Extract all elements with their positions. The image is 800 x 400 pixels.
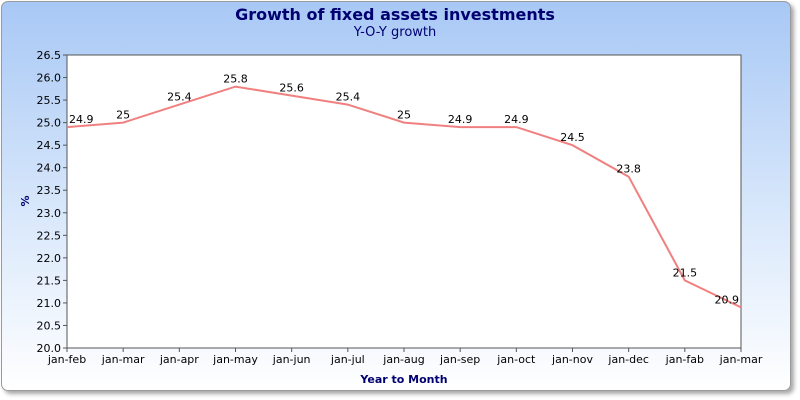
x-tick-label: jan-aug	[382, 353, 424, 366]
data-label: 25.8	[223, 73, 248, 86]
x-tick-label: jan-fab	[665, 353, 704, 366]
y-tick-label: 25.0	[37, 117, 62, 130]
series-line	[66, 85, 742, 309]
y-tick-label: 24.5	[37, 139, 62, 152]
data-label: 23.8	[616, 163, 641, 176]
x-tick-label: jan-may	[212, 353, 258, 366]
data-label: 25	[397, 109, 411, 122]
y-tick-label: 20.0	[37, 342, 62, 355]
x-tick-label: jan-apr	[159, 353, 199, 366]
chart-title: Growth of fixed assets investments	[235, 5, 555, 24]
y-tick-label: 26.5	[37, 49, 62, 62]
y-axis-title: %	[19, 195, 32, 206]
x-tick-label: jan-dec	[607, 353, 649, 366]
data-label: 21.5	[673, 266, 698, 279]
data-label: 25.6	[279, 82, 304, 95]
y-tick-label: 26.0	[37, 72, 62, 85]
x-axis-title: Year to Month	[359, 373, 447, 386]
y-tick-label: 21.5	[37, 274, 62, 287]
y-tick-label: 21.0	[37, 297, 62, 310]
y-tick-label: 24.0	[37, 162, 62, 175]
data-labels: 24.9 25 25.4 25.8 25.6 25.4 25 24.9 24.9 24.5 23.8…	[69, 73, 739, 307]
y-tick-label: 25.5	[37, 94, 62, 107]
x-tick-label: jan-nov	[551, 353, 593, 366]
x-tick-label: jan-jun	[272, 353, 311, 366]
x-axis: jan-feb jan-mar jan-apr jan-may jan-jun jan-j…	[47, 348, 763, 366]
x-tick-label: jan-mar	[101, 353, 145, 366]
data-label: 25	[116, 109, 130, 122]
x-tick-label: jan-sep	[439, 353, 480, 366]
y-tick-label: 22.0	[37, 252, 62, 265]
y-tick-label: 22.5	[37, 229, 62, 242]
chart-subtitle: Y-O-Y growth	[353, 25, 437, 40]
data-label: 24.9	[448, 113, 473, 126]
y-tick-label: 23.0	[37, 207, 62, 220]
y-tick-label: 23.5	[37, 184, 62, 197]
x-tick-label: jan-feb	[47, 353, 86, 366]
y-tick-label: 20.5	[37, 319, 62, 332]
data-label: 24.9	[504, 113, 529, 126]
x-tick-label: jan-oct	[496, 353, 536, 366]
data-label: 25.4	[167, 91, 192, 104]
data-label: 25.4	[336, 91, 361, 104]
data-label: 20.9	[715, 293, 740, 306]
y-axis: 20.0 20.5 21.0 21.5 22.0 22.5 23.0 23.5 24.0 24.5…	[37, 49, 67, 355]
x-tick-label: jan-mar	[719, 353, 763, 366]
x-tick-label: jan-jul	[330, 353, 365, 366]
data-label: 24.9	[69, 113, 94, 126]
data-label: 24.5	[560, 131, 585, 144]
